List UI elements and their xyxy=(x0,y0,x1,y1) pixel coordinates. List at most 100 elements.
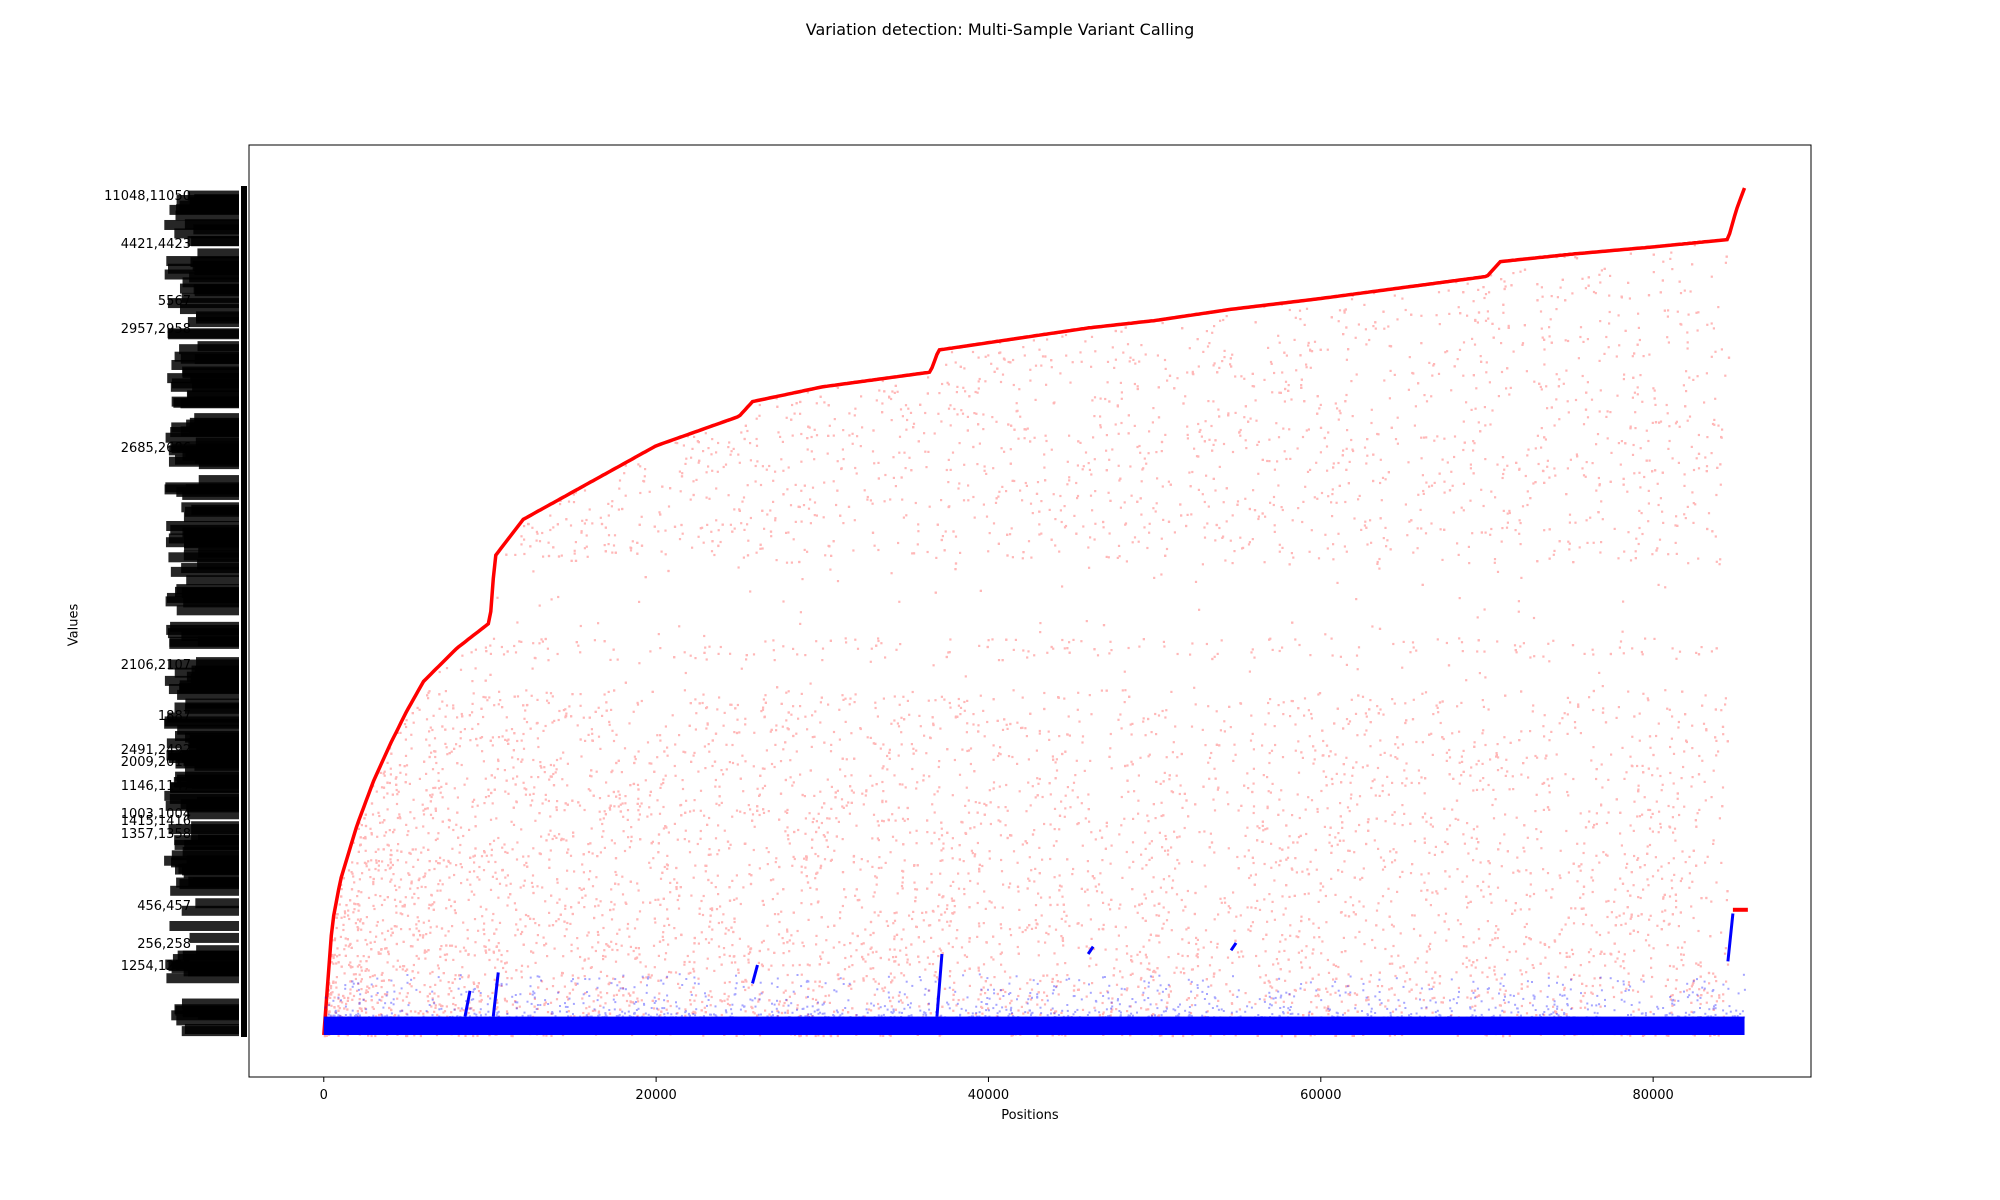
red-point xyxy=(551,837,554,841)
red-point xyxy=(1222,501,1225,504)
red-point xyxy=(1282,1000,1285,1003)
red-point xyxy=(1560,928,1563,931)
red-point xyxy=(1481,762,1484,765)
red-point xyxy=(963,463,966,466)
red-point xyxy=(821,986,824,989)
red-point xyxy=(423,951,426,954)
red-point xyxy=(1228,705,1231,708)
red-point xyxy=(1640,512,1643,515)
red-point xyxy=(1080,802,1083,805)
red-point xyxy=(699,809,702,812)
red-point xyxy=(577,801,580,804)
red-point xyxy=(1356,1010,1359,1013)
red-point xyxy=(350,888,354,891)
red-point xyxy=(1188,471,1191,474)
red-point xyxy=(1269,501,1272,504)
red-point xyxy=(1196,938,1199,941)
red-point xyxy=(1515,651,1518,654)
red-point xyxy=(740,667,743,670)
red-point xyxy=(492,950,495,953)
red-point xyxy=(993,906,996,909)
red-point xyxy=(1064,524,1068,528)
red-point xyxy=(1505,899,1508,902)
red-point xyxy=(1648,918,1651,921)
red-point xyxy=(665,1008,668,1011)
red-point xyxy=(1718,563,1721,566)
red-point xyxy=(1038,729,1041,733)
red-point xyxy=(877,639,880,643)
red-point xyxy=(1243,784,1246,787)
red-point xyxy=(789,759,792,762)
red-point xyxy=(601,822,604,826)
red-point xyxy=(574,983,577,986)
red-point xyxy=(1420,436,1423,439)
red-point xyxy=(1370,408,1373,411)
red-point xyxy=(1691,263,1694,266)
red-point xyxy=(1247,787,1250,790)
red-point xyxy=(532,758,535,762)
red-point xyxy=(333,1006,336,1009)
red-point xyxy=(1261,820,1264,823)
red-point xyxy=(951,837,954,840)
red-point xyxy=(1711,530,1714,533)
red-point xyxy=(617,805,620,808)
red-point xyxy=(506,874,509,877)
red-point xyxy=(1565,493,1568,496)
red-point xyxy=(1252,811,1255,815)
red-point xyxy=(1242,546,1245,549)
red-point xyxy=(1680,777,1683,780)
red-point xyxy=(581,997,584,1000)
red-point xyxy=(1534,481,1537,484)
red-point xyxy=(1472,961,1475,964)
red-point xyxy=(535,530,538,533)
red-point xyxy=(1387,325,1390,328)
red-point xyxy=(1167,480,1170,483)
red-point xyxy=(1383,327,1386,330)
red-point xyxy=(928,962,931,965)
red-point xyxy=(514,553,517,556)
red-point xyxy=(680,814,683,817)
red-point xyxy=(1614,888,1617,891)
red-point xyxy=(967,749,971,752)
red-point xyxy=(1337,418,1340,421)
red-point xyxy=(1592,689,1595,693)
red-point xyxy=(582,887,585,890)
red-point xyxy=(1153,969,1156,973)
red-point xyxy=(614,551,617,554)
red-point xyxy=(814,980,817,983)
red-point xyxy=(1550,341,1553,344)
red-point xyxy=(1372,453,1375,456)
red-point xyxy=(1285,884,1288,887)
red-point xyxy=(1318,407,1321,410)
red-point xyxy=(476,744,479,747)
red-point xyxy=(1396,757,1399,760)
red-point xyxy=(366,990,369,994)
red-point xyxy=(695,712,698,715)
red-point xyxy=(689,810,692,813)
red-point xyxy=(426,807,429,810)
red-point xyxy=(1099,397,1102,400)
red-point xyxy=(927,699,930,702)
red-point xyxy=(756,460,759,463)
red-point xyxy=(610,708,613,711)
red-point xyxy=(805,1034,808,1037)
red-point xyxy=(1061,939,1064,942)
red-point xyxy=(686,435,689,438)
red-point xyxy=(889,972,892,975)
red-point xyxy=(1491,938,1494,941)
red-point xyxy=(810,846,814,849)
red-point xyxy=(1009,448,1012,451)
red-point xyxy=(1710,322,1713,325)
red-point xyxy=(680,475,684,478)
red-point xyxy=(1057,696,1060,699)
red-point xyxy=(342,928,345,932)
red-point xyxy=(842,977,845,980)
red-point xyxy=(839,514,842,517)
red-point xyxy=(493,788,496,791)
red-point xyxy=(873,993,876,996)
red-point xyxy=(1576,455,1579,458)
red-point xyxy=(1706,527,1709,531)
red-point xyxy=(1658,421,1661,424)
red-point xyxy=(438,693,441,696)
red-point xyxy=(377,869,380,872)
